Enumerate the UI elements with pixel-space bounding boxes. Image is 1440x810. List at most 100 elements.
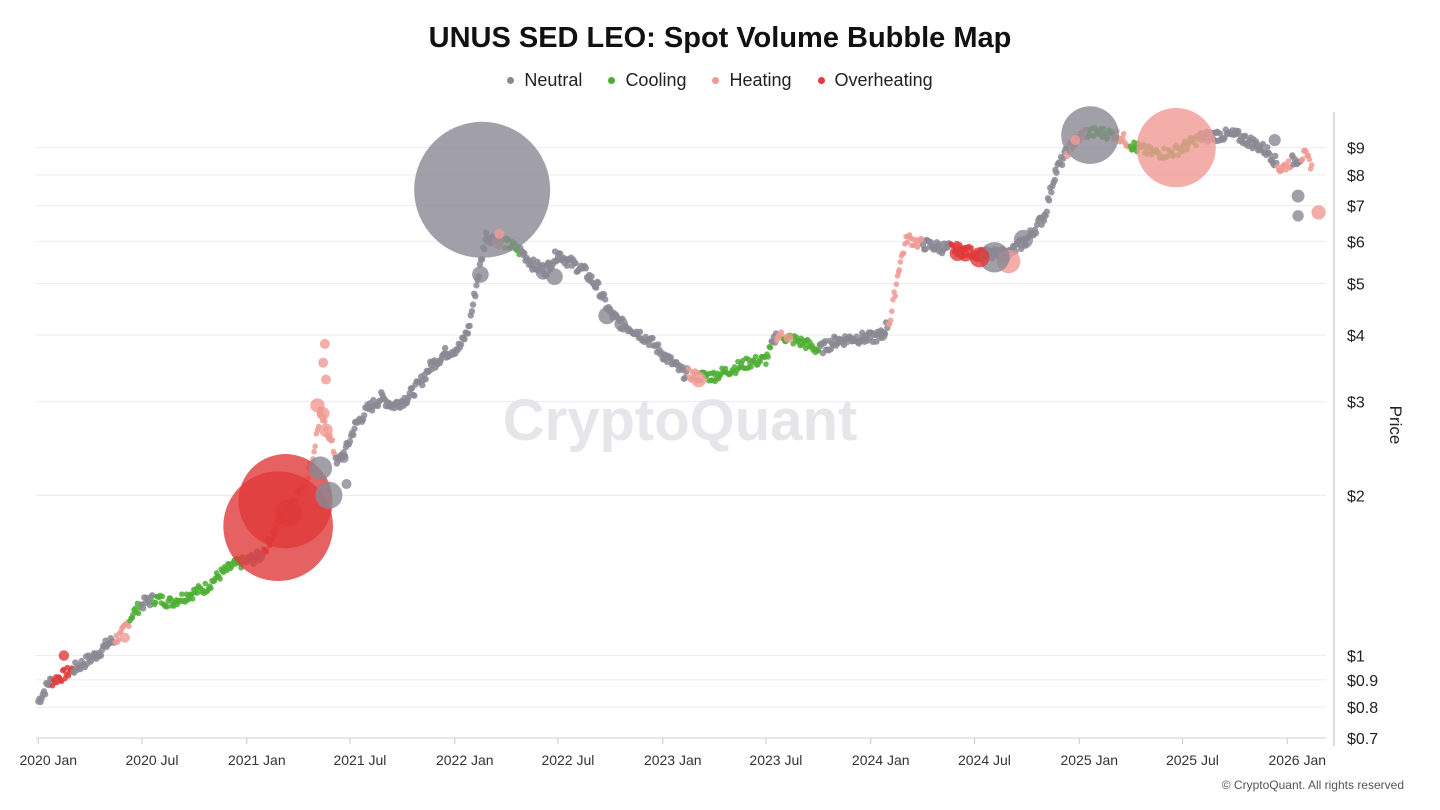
price-dot-heating [1119,135,1126,141]
volume-bubble-neutral [979,242,1010,273]
volume-bubble-neutral [414,121,551,258]
price-dot-cooling [202,580,209,587]
volume-bubble-overheating [949,245,966,261]
volume-bubble-neutral [308,456,333,480]
legend-item-overheating[interactable]: Overheating [817,70,933,91]
legend-dot-heating [712,77,720,84]
price-dot-neutral [1053,169,1060,176]
volume-bubble-heating [319,423,333,438]
volume-bubble-neutral [472,266,489,283]
legend-dot-neutral [507,77,515,84]
volume-bubble-neutral [535,264,551,280]
price-dot-heating [126,623,132,630]
price-dot-neutral [368,407,376,414]
x-tick-label: 2023 Jan [644,752,702,768]
price-dot-heating [897,259,904,265]
volume-bubble-overheating [274,499,303,527]
price-dot-heating [1285,158,1292,164]
x-tick-label: 2025 Jan [1060,752,1118,768]
price-dot-neutral [602,296,609,303]
y-tick-label: $1 [1347,649,1365,666]
y-tick-label: $0.8 [1347,700,1378,717]
x-tick-label: 2020 Jan [19,752,77,768]
legend-item-cooling[interactable]: Cooling [608,70,686,91]
x-tick-label: 2020 Jul [126,752,179,768]
price-dot-neutral [681,374,689,382]
price-dot-neutral [41,691,49,698]
volume-bubble-neutral [598,307,616,325]
price-dot-neutral [821,337,829,345]
legend-dot-cooling [608,77,616,84]
volume-bubble-heating [119,632,130,643]
y-tick-label: $4 [1347,328,1365,345]
price-dot-neutral [1048,189,1055,196]
price-dot-cooling [189,595,196,602]
price-dot-neutral [636,328,644,336]
price-dot-heating [904,239,911,246]
volume-bubble-heating [1070,135,1081,146]
price-dot-neutral [1051,176,1058,184]
price-dot-heating [1299,156,1306,162]
volume-bubble-heating [318,357,329,368]
price-dot-neutral [422,375,429,383]
volume-bubble-heating [321,374,332,385]
price-dot-cooling [135,610,142,617]
price-dot-cooling [152,599,159,606]
y-tick-label: $8 [1347,168,1365,185]
x-tick-label: 2021 Jul [333,752,386,768]
price-dot-neutral [1259,140,1266,148]
price-dot-heating [1278,167,1285,174]
y-tick-label: $5 [1347,277,1365,294]
price-dot-neutral [468,308,476,315]
x-tick-label: 2026 Jan [1268,752,1326,768]
price-dot-neutral [351,425,358,432]
x-tick-label: 2025 Jul [1166,752,1219,768]
y-axis-label: Price [1386,406,1405,445]
legend-label-neutral: Neutral [524,70,583,90]
price-dot-heating [900,250,907,257]
price-dot-heating [896,267,903,273]
volume-bubble-heating [690,371,707,388]
x-tick-label: 2024 Jan [852,752,910,768]
y-tick-label: $0.7 [1347,731,1378,748]
price-dot-neutral [582,265,590,272]
price-dot-cooling [767,344,774,351]
price-dot-cooling [179,591,185,597]
price-dot-neutral [473,282,480,289]
volume-bubble-neutral [614,317,628,331]
legend-item-neutral[interactable]: Neutral [507,70,582,91]
price-dot-neutral [419,381,426,389]
price-dot-neutral [350,431,357,439]
price-dot-heating [311,448,317,455]
price-dot-neutral [521,249,528,257]
volume-bubble-neutral [1291,189,1305,203]
y-tick-label: $6 [1347,234,1365,251]
price-dot-neutral [466,322,473,330]
watermark: CryptoQuant [503,388,857,453]
y-tick-label: $9 [1347,141,1365,158]
price-dot-cooling [763,361,769,367]
y-tick-label: $2 [1347,488,1365,505]
price-dot-heating [1308,162,1315,168]
price-dot-heating [329,437,336,443]
price-dot-neutral [472,292,479,300]
legend-label-heating: Heating [729,70,792,90]
volume-bubble-heating [494,228,505,239]
price-dot-cooling [217,576,223,582]
x-tick-label: 2024 Jul [958,752,1011,768]
price-dot-neutral [853,333,860,340]
volume-bubble-overheating [969,247,990,268]
volume-bubble-neutral [1292,210,1304,222]
price-dot-cooling [159,593,166,600]
volume-bubble-neutral [1268,133,1281,147]
y-tick-label: $3 [1347,395,1365,412]
chart-legend: Neutral Cooling Heating Overheating [0,70,1440,91]
legend-item-heating[interactable]: Heating [712,70,792,91]
price-dot-neutral [441,344,449,352]
price-dot-neutral [149,592,156,599]
price-dot-neutral [1058,161,1066,169]
copyright-credit: © CryptoQuant. All rights reserved [1221,778,1404,792]
x-tick-label: 2021 Jan [228,752,286,768]
price-dot-neutral [655,341,662,348]
volume-bubble-neutral [315,481,343,509]
